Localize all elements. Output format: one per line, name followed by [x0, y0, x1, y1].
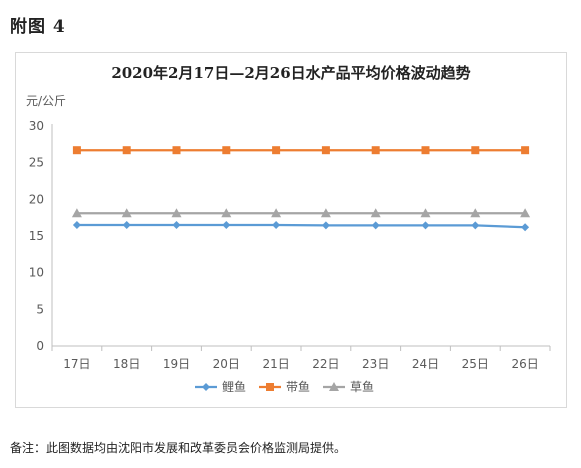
x-tick-label: 24日 — [412, 357, 439, 371]
data-point-1-9 — [521, 146, 530, 155]
x-tick-label: 20日 — [213, 357, 240, 371]
chart-frame: 2020年2月17日—2月26日水产品平均价格波动趋势 元/公斤 0 5 10 15 2… — [15, 52, 567, 408]
x-tick-label: 17日 — [63, 357, 90, 371]
legend-label-2: 草鱼 — [350, 380, 374, 394]
data-point-1-4 — [272, 146, 281, 155]
data-point-1-2 — [172, 146, 181, 155]
plot-area: 0 5 10 15 20 25 30 17日 18日 19日 20日 21日 22日 23日 24日 25日 2… — [29, 119, 551, 394]
legend-label-1: 带鱼 — [286, 380, 310, 394]
y-axis-label: 元/公斤 — [26, 94, 66, 108]
x-tick-label: 18日 — [113, 357, 140, 371]
x-tick-label: 23日 — [362, 357, 389, 371]
figure-label: 附图 4 — [10, 17, 66, 37]
x-tick-label: 19日 — [163, 357, 190, 371]
data-point-2-2 — [171, 208, 182, 218]
data-point-2-1 — [121, 208, 132, 218]
data-point-1-3 — [222, 146, 231, 155]
data-point-0-5 — [321, 221, 330, 230]
y-tick-label: 15 — [29, 229, 44, 243]
data-point-0-1 — [122, 221, 131, 229]
legend-marker-1 — [266, 383, 274, 391]
chart-title: 2020年2月17日—2月26日水产品平均价格波动趋势 — [111, 64, 470, 82]
data-point-0-7 — [421, 221, 430, 230]
data-point-1-5 — [321, 146, 330, 155]
y-tick-label: 0 — [36, 339, 44, 353]
footnote: 备注：此图数据均由沈阳市发展和改革委员会价格监测局提供。 — [10, 441, 347, 455]
data-point-2-5 — [320, 208, 331, 218]
data-point-1-1 — [122, 146, 131, 155]
legend-marker-2 — [329, 382, 339, 391]
y-tick-label: 30 — [29, 119, 44, 133]
y-tick-label: 20 — [29, 192, 44, 206]
x-tick-label: 21日 — [262, 357, 289, 371]
data-point-2-9 — [520, 208, 531, 218]
data-point-0-0 — [72, 221, 81, 229]
data-point-0-6 — [371, 221, 380, 230]
y-tick-label: 10 — [29, 266, 44, 280]
y-tick-label: 25 — [29, 156, 44, 170]
x-tick-label: 26日 — [511, 357, 538, 371]
data-point-0-2 — [172, 221, 181, 229]
legend-label-0: 鲤鱼 — [222, 380, 246, 394]
x-tick-label: 22日 — [312, 357, 339, 371]
data-point-2-4 — [271, 208, 282, 218]
data-point-2-0 — [71, 208, 82, 218]
data-point-2-6 — [370, 208, 381, 218]
y-tick-label: 5 — [36, 302, 44, 316]
data-point-2-3 — [221, 208, 232, 218]
data-point-0-9 — [521, 223, 530, 232]
x-tick-label: 25日 — [462, 357, 489, 371]
data-point-2-7 — [420, 208, 431, 218]
data-point-1-8 — [471, 146, 480, 155]
series-line-0 — [76, 223, 526, 229]
data-point-0-3 — [222, 221, 231, 229]
price-trend-chart: 2020年2月17日—2月26日水产品平均价格波动趋势 元/公斤 0 5 10 15 2… — [26, 64, 551, 394]
legend-marker-0 — [202, 383, 210, 391]
data-point-0-4 — [272, 221, 281, 229]
data-point-1-7 — [421, 146, 430, 155]
data-point-1-0 — [72, 146, 81, 155]
data-point-1-6 — [371, 146, 380, 155]
data-point-2-8 — [470, 208, 481, 218]
data-point-0-8 — [471, 221, 480, 230]
